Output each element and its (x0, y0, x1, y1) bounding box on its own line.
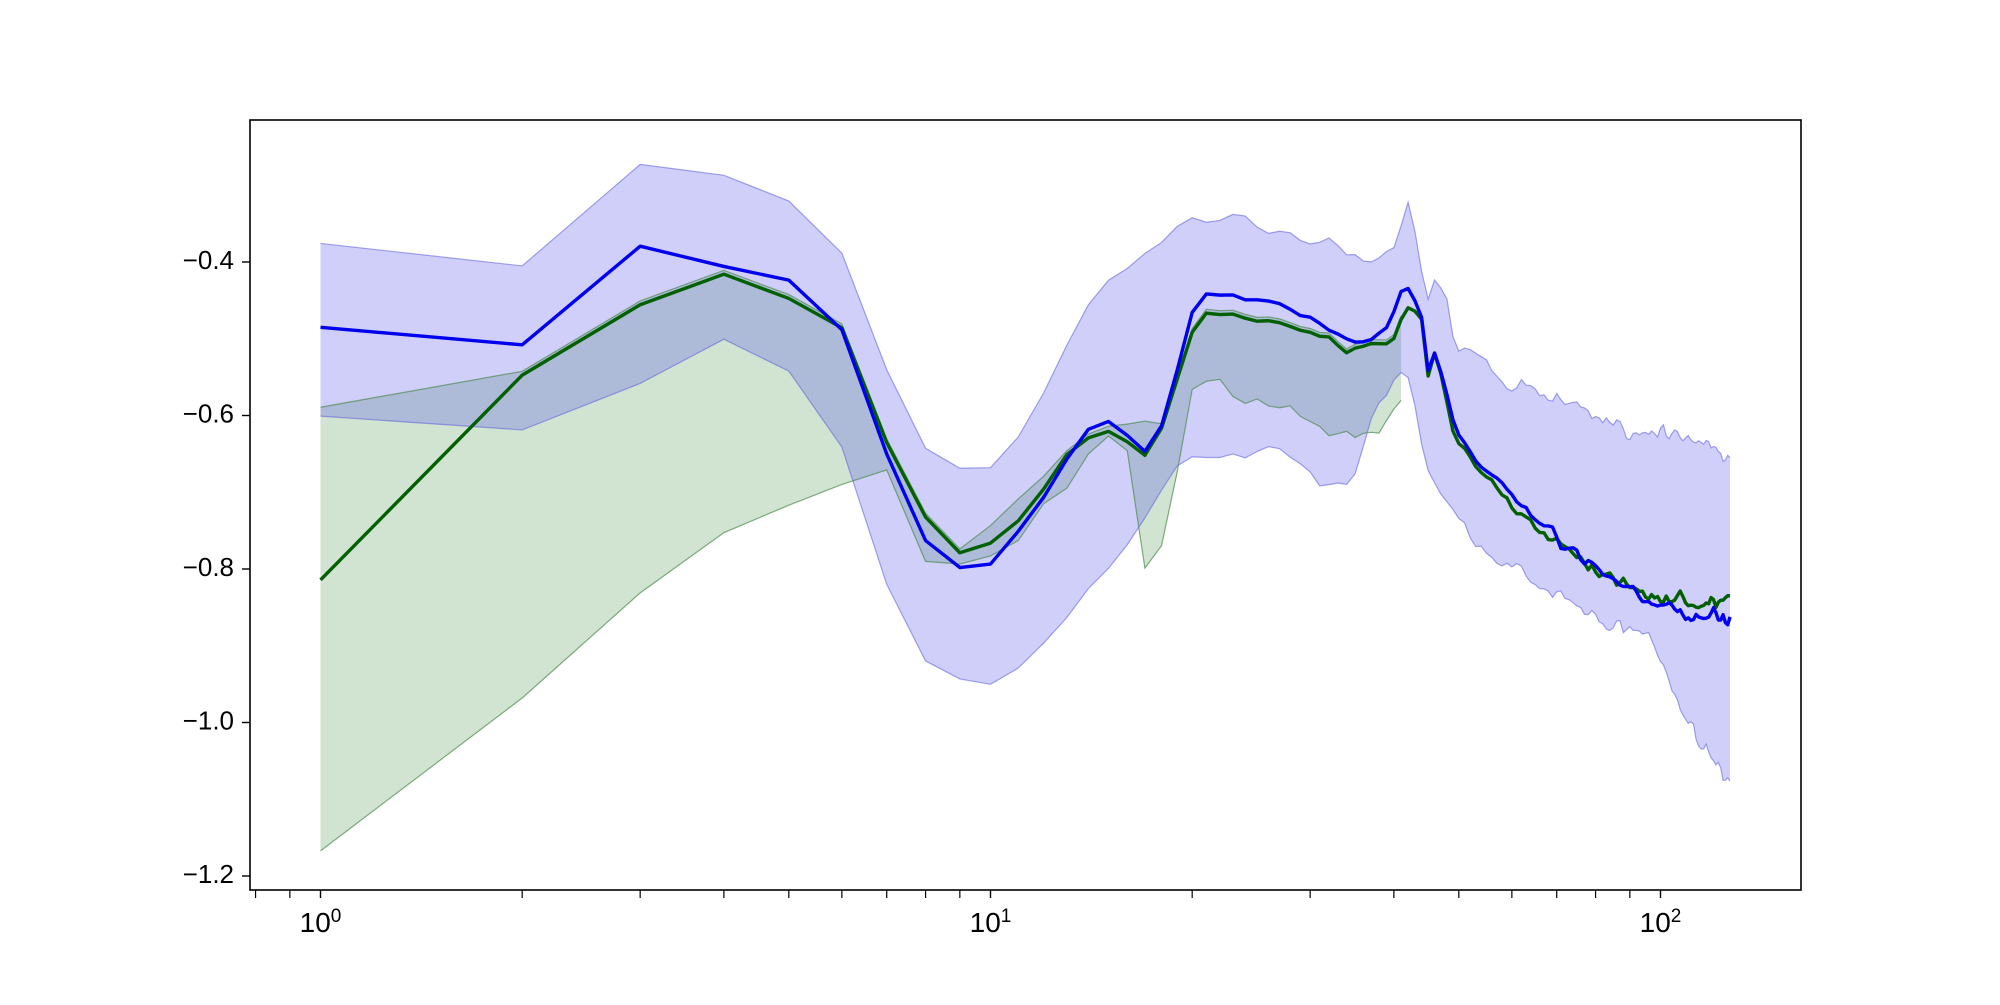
svg-text:−0.8: −0.8 (183, 552, 234, 582)
svg-text:−1.0: −1.0 (183, 706, 234, 736)
svg-text:−0.4: −0.4 (183, 245, 234, 275)
svg-text:−0.6: −0.6 (183, 399, 234, 429)
svg-text:−1.2: −1.2 (183, 859, 234, 889)
